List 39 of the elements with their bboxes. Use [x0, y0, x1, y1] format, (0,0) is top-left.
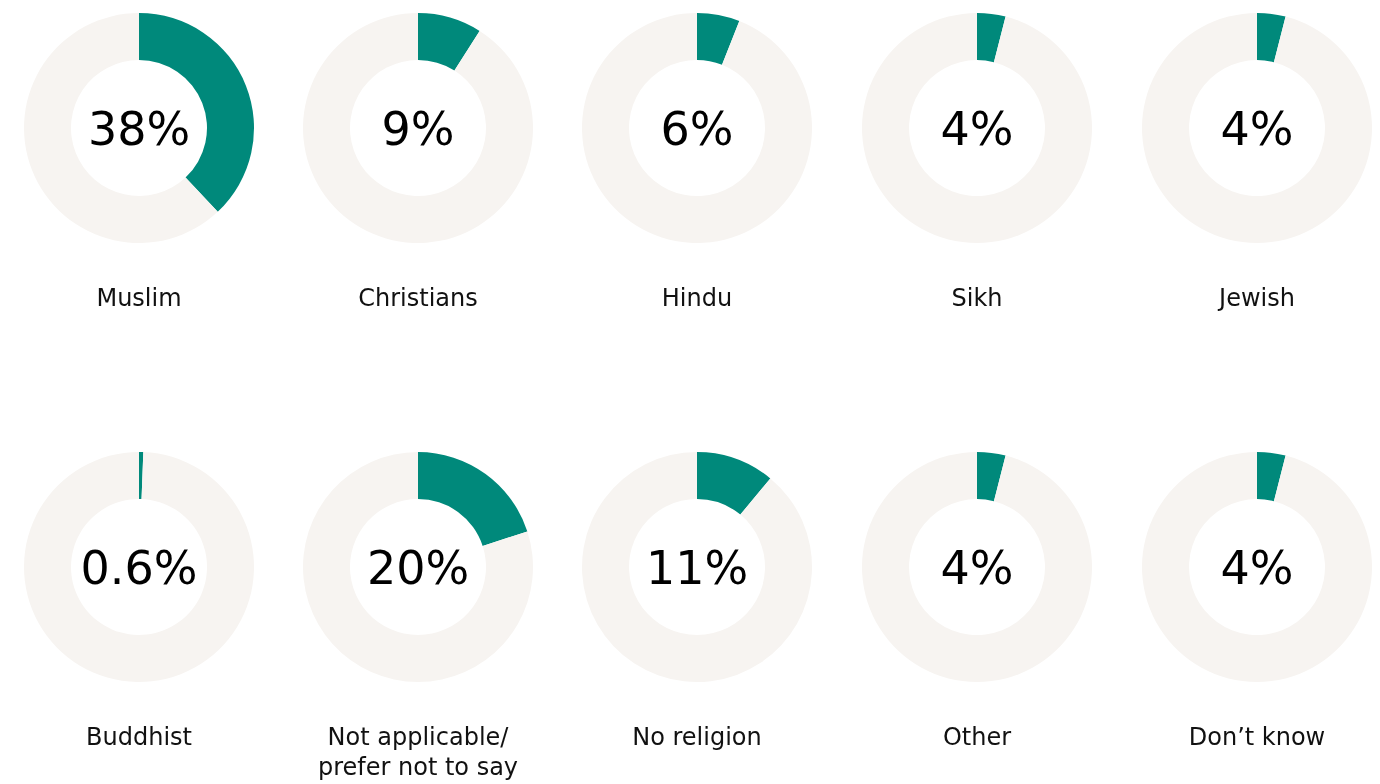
text: Don’t know — [1188, 723, 1326, 751]
donut-slice — [303, 13, 533, 243]
text: 4% — [940, 541, 1014, 595]
donut-slice — [303, 452, 533, 682]
text: Sikh — [951, 284, 1003, 312]
text: Hindu — [661, 284, 733, 312]
text: 4% — [1220, 102, 1294, 156]
text: 38% — [87, 102, 191, 156]
donut-slice — [418, 452, 528, 546]
text: Other — [942, 723, 1012, 751]
donut-slice — [977, 13, 1006, 63]
donut-slice — [1142, 452, 1372, 682]
donut-slice — [697, 13, 740, 65]
text: 0.6% — [80, 541, 198, 595]
donut-slice — [418, 13, 480, 71]
donut-slice — [862, 452, 1092, 682]
text: Jewish — [1217, 284, 1295, 312]
donut-slice — [697, 452, 771, 515]
donut-slice — [1257, 452, 1286, 502]
text: 11% — [645, 541, 749, 595]
donut-slice — [1142, 13, 1372, 243]
text: Muslim — [96, 284, 182, 312]
text: No religion — [632, 723, 762, 751]
donut-slice — [24, 13, 218, 243]
text: Not applicable/ prefer not to say — [317, 723, 519, 781]
donut-slice — [582, 452, 812, 682]
text: Christians — [358, 284, 478, 312]
text: Buddhist — [86, 723, 192, 751]
text: 4% — [1220, 541, 1294, 595]
donut-slice — [977, 452, 1006, 502]
text: 6% — [660, 102, 734, 156]
text: 9% — [381, 102, 455, 156]
donut-slice — [582, 13, 812, 243]
donut-slice — [1257, 13, 1286, 63]
text: 20% — [366, 541, 470, 595]
text: 4% — [940, 102, 1014, 156]
donut-slice — [24, 452, 254, 682]
donut-slice — [139, 452, 144, 500]
donut-slice — [862, 13, 1092, 243]
